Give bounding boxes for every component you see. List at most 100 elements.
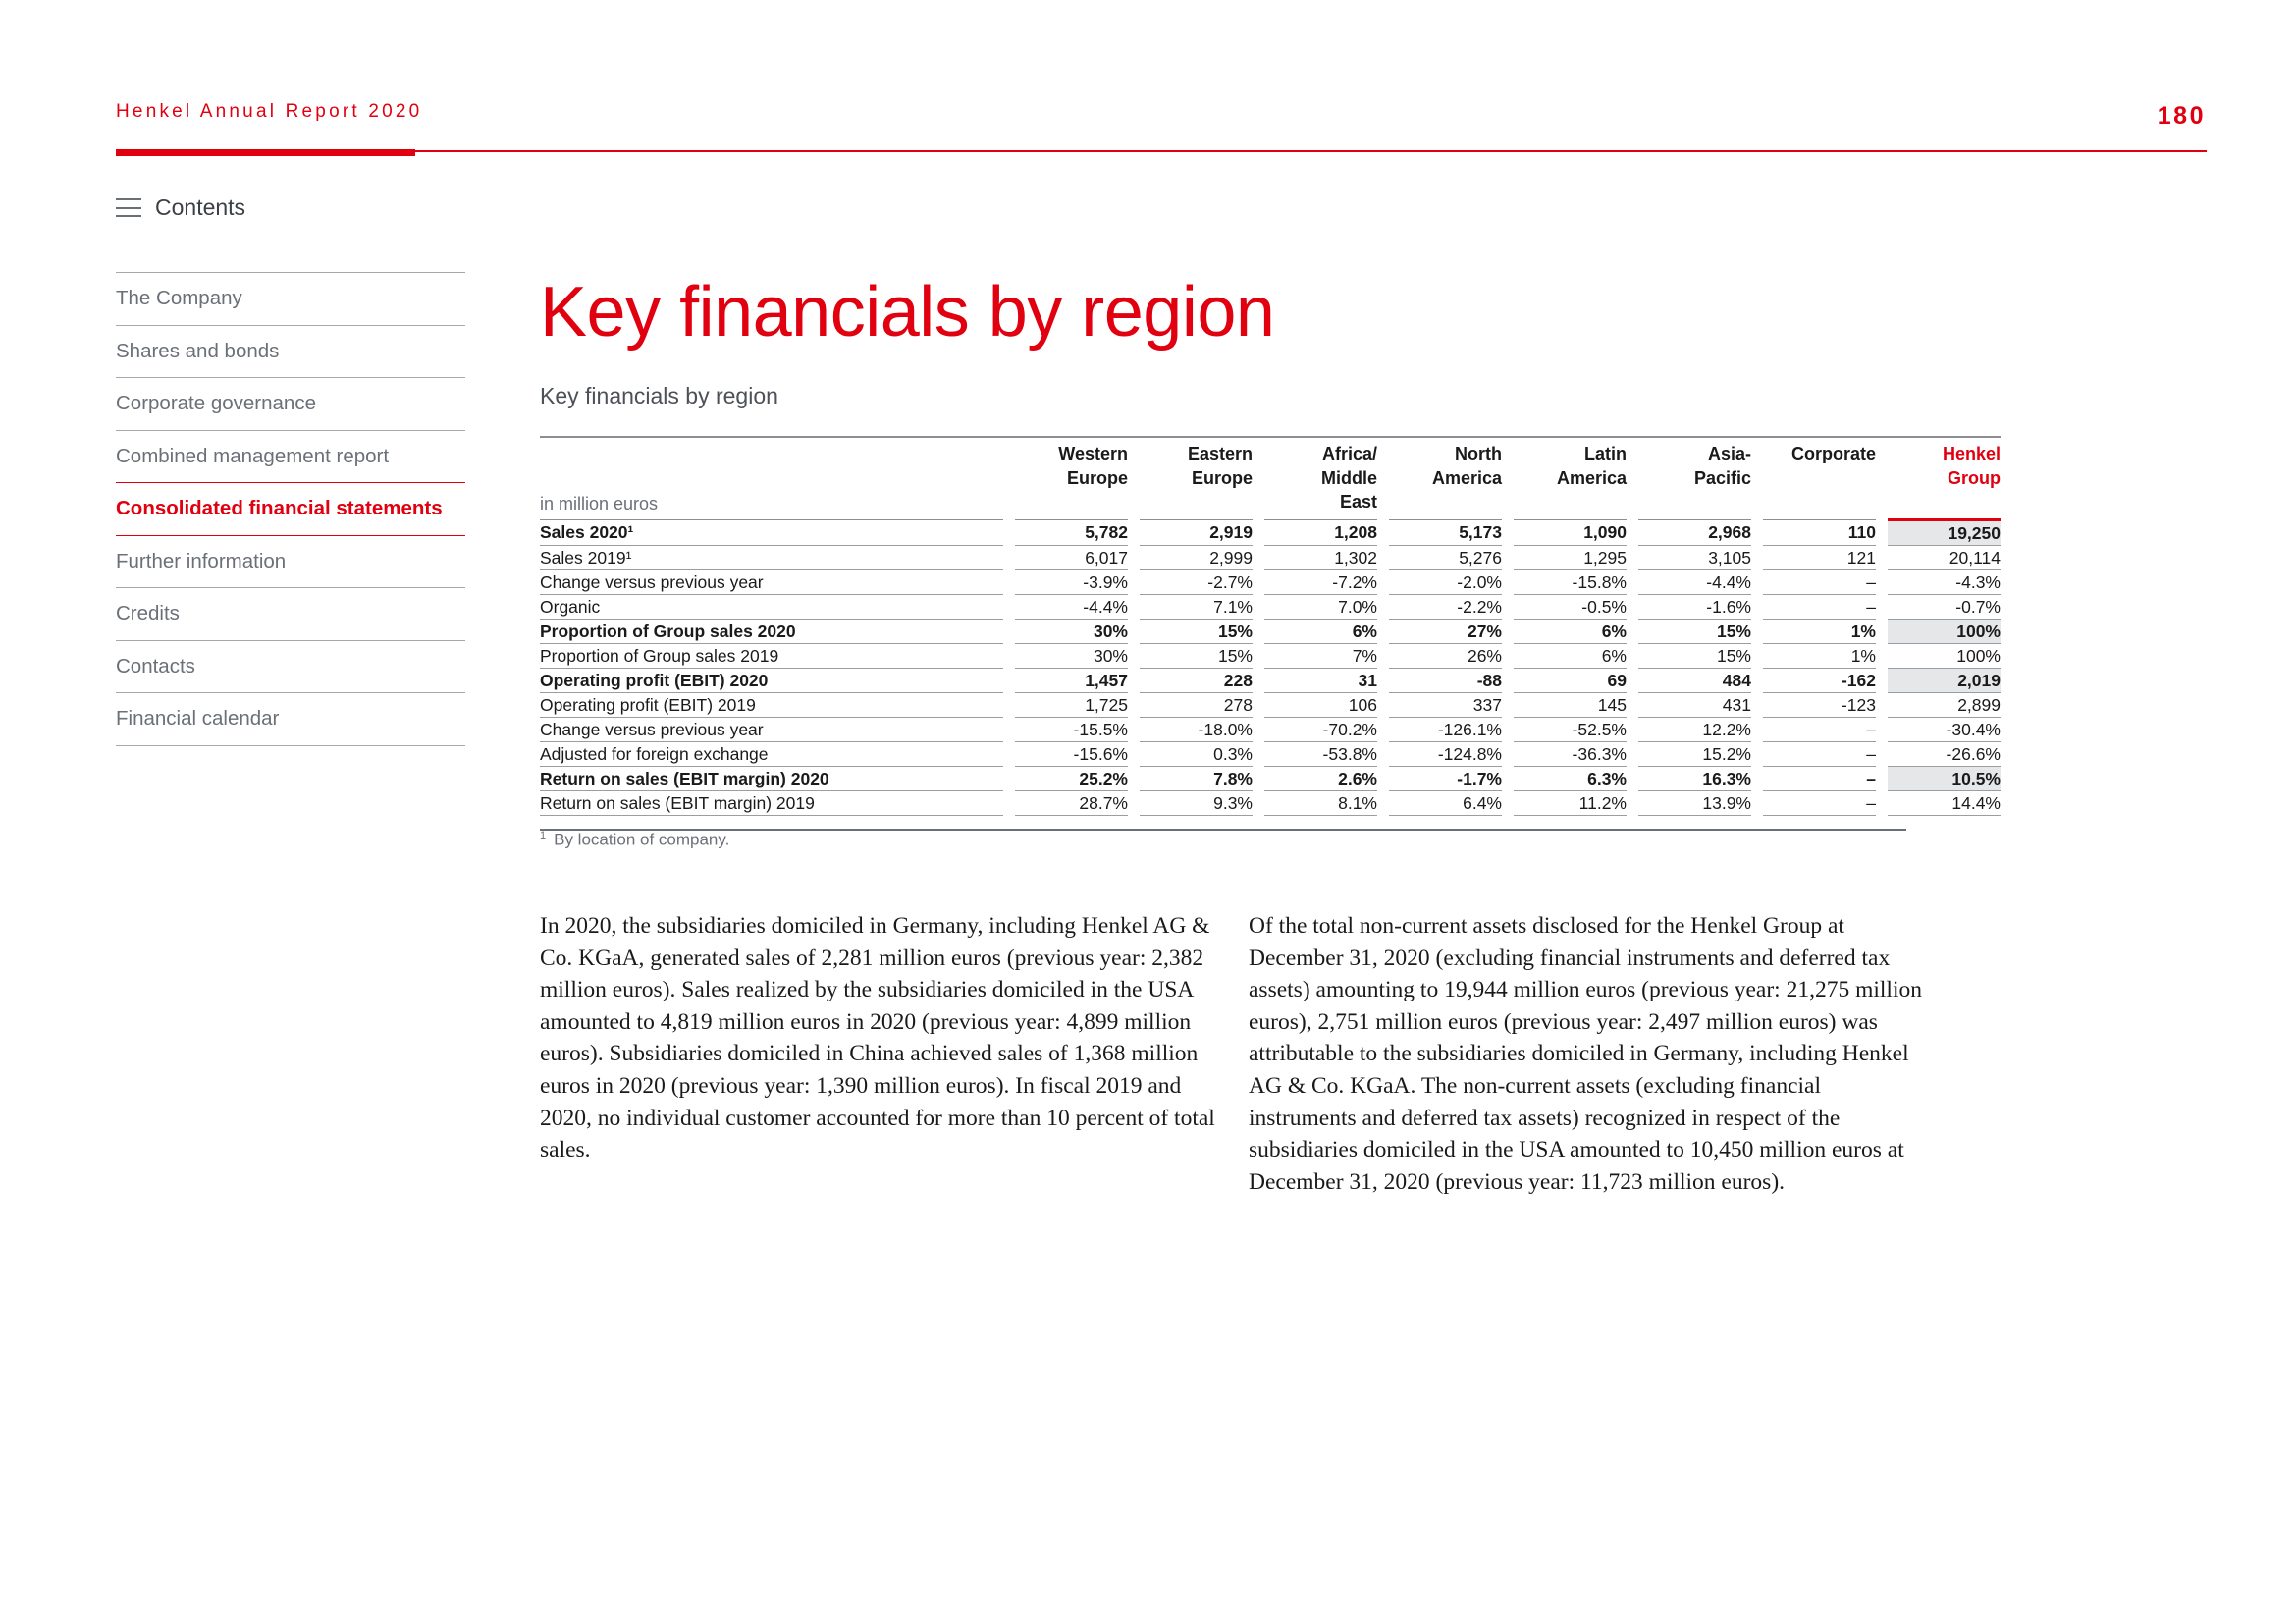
table-cell: 6% <box>1514 643 1627 669</box>
table-cell: -0.7% <box>1888 594 2001 620</box>
table-cell: -4.4% <box>1015 594 1128 620</box>
table-cell: 15% <box>1140 643 1253 669</box>
table-cell: -88 <box>1389 668 1502 693</box>
table-cell: 6.4% <box>1389 790 1502 816</box>
table-footnote: 1 By location of company. <box>540 830 730 849</box>
table-row: Return on sales (EBIT margin) 2020 25.2% 7… <box>540 766 2001 791</box>
report-title: Henkel Annual Report 2020 <box>116 101 423 122</box>
table-cell: – <box>1763 741 1876 767</box>
table-cell: 145 <box>1514 692 1627 718</box>
table-cell: 30% <box>1015 643 1128 669</box>
table-cell: 8.1% <box>1264 790 1377 816</box>
table-cell: 1,295 <box>1514 545 1627 570</box>
sidebar-item-shares-and-bonds[interactable]: Shares and bonds <box>116 326 465 378</box>
table-cell: 12.2% <box>1638 717 1751 742</box>
table-cell: -3.9% <box>1015 569 1128 595</box>
table-cell: 278 <box>1140 692 1253 718</box>
table-row: Sales 2020¹ 5,782 2,919 1,208 5,173 1,090 2,96… <box>540 519 2001 546</box>
table-cell: -7.2% <box>1264 569 1377 595</box>
table-cell: 20,114 <box>1888 545 2001 570</box>
header-rule-accent <box>116 149 415 156</box>
table-cell: 30% <box>1015 619 1128 644</box>
table-cell: 15% <box>1638 643 1751 669</box>
table-cell: 9.3% <box>1140 790 1253 816</box>
row-label: Operating profit (EBIT) 2019 <box>540 692 1003 718</box>
table-cell: 7.1% <box>1140 594 1253 620</box>
table-cell: 2,919 <box>1140 519 1253 546</box>
table-cell: -36.3% <box>1514 741 1627 767</box>
row-label: Sales 2019¹ <box>540 545 1003 570</box>
row-label: Return on sales (EBIT margin) 2019 <box>540 790 1003 816</box>
table-cell: -18.0% <box>1140 717 1253 742</box>
table-cell: 484 <box>1638 668 1751 693</box>
table-cell: 2,968 <box>1638 519 1751 546</box>
financials-table: in million euros Western Europe Eastern Eu… <box>540 436 2001 816</box>
table-cell: 31 <box>1264 668 1377 693</box>
table-cell: 14.4% <box>1888 790 2001 816</box>
table-row: Organic -4.4% 7.1% 7.0% -2.2% -0.5% -1.6% – -0.7… <box>540 594 2001 620</box>
table-row: Proportion of Group sales 2020 30% 15% 6% 27… <box>540 619 2001 644</box>
table-cell: 7% <box>1264 643 1377 669</box>
table-cell: 1,457 <box>1015 668 1128 693</box>
table-cell: 431 <box>1638 692 1751 718</box>
row-label: Sales 2020¹ <box>540 519 1003 546</box>
sidebar-item-further-information[interactable]: Further information <box>116 536 465 588</box>
sidebar-item-contacts[interactable]: Contacts <box>116 641 465 693</box>
table-cell: -15.5% <box>1015 717 1128 742</box>
table-cell: 1,302 <box>1264 545 1377 570</box>
header-rule <box>116 150 2207 152</box>
table-cell: -162 <box>1763 668 1876 693</box>
table-cell: 69 <box>1514 668 1627 693</box>
row-label: Adjusted for foreign exchange <box>540 741 1003 767</box>
table-cell: 11.2% <box>1514 790 1627 816</box>
table-cell: 5,782 <box>1015 519 1128 546</box>
row-label: Change versus previous year <box>540 569 1003 595</box>
table-cell: -126.1% <box>1389 717 1502 742</box>
table-row: Proportion of Group sales 2019 30% 15% 7% 26… <box>540 643 2001 669</box>
table-cell: 121 <box>1763 545 1876 570</box>
column-header: North America <box>1389 437 1502 520</box>
table-cell: 1% <box>1763 619 1876 644</box>
table-row: Sales 2019¹ 6,017 2,999 1,302 5,276 1,295 3,10… <box>540 545 2001 570</box>
table-cell: 100% <box>1888 643 2001 669</box>
table-cell: – <box>1763 594 1876 620</box>
table-cell: 13.9% <box>1638 790 1751 816</box>
page-title: Key financials by region <box>540 273 1275 352</box>
sidebar-item-corporate-governance[interactable]: Corporate governance <box>116 378 465 431</box>
sidebar-item-consolidated-financial-statements[interactable]: Consolidated financial statements <box>116 483 465 536</box>
table-cell: -4.3% <box>1888 569 2001 595</box>
sidebar-item-credits[interactable]: Credits <box>116 588 465 641</box>
column-header: Eastern Europe <box>1140 437 1253 520</box>
table-cell: – <box>1763 790 1876 816</box>
table-cell: 26% <box>1389 643 1502 669</box>
body-paragraph-right: Of the total non-current assets disclose… <box>1249 913 1922 1195</box>
sidebar-item-financial-calendar[interactable]: Financial calendar <box>116 693 465 746</box>
table-cell: 2,899 <box>1888 692 2001 718</box>
table-cell: 5,276 <box>1389 545 1502 570</box>
table-cell: -2.7% <box>1140 569 1253 595</box>
table-cell: 110 <box>1763 519 1876 546</box>
table-row: Change versus previous year -15.5% -18.0% -… <box>540 717 2001 742</box>
table-cell: 1,208 <box>1264 519 1377 546</box>
sidebar-item-the-company[interactable]: The Company <box>116 273 465 326</box>
table-cell: -70.2% <box>1264 717 1377 742</box>
table-cell: -1.6% <box>1638 594 1751 620</box>
column-header: Asia- Pacific <box>1638 437 1751 520</box>
table-cell: 1,090 <box>1514 519 1627 546</box>
contents-label: Contents <box>155 194 246 220</box>
table-cell: – <box>1763 766 1876 791</box>
table-cell: -123 <box>1763 692 1876 718</box>
column-header: Western Europe <box>1015 437 1128 520</box>
table-cell: -15.8% <box>1514 569 1627 595</box>
column-header: Africa/Middle East <box>1264 437 1377 520</box>
contents-button[interactable]: Contents <box>116 194 245 221</box>
table-cell: 6,017 <box>1015 545 1128 570</box>
column-header: Corporate <box>1763 437 1876 520</box>
table-cell: 27% <box>1389 619 1502 644</box>
row-label: Change versus previous year <box>540 717 1003 742</box>
table-cell: -52.5% <box>1514 717 1627 742</box>
row-label: Proportion of Group sales 2019 <box>540 643 1003 669</box>
table-cell: -4.4% <box>1638 569 1751 595</box>
sidebar-item-combined-management-report[interactable]: Combined management report <box>116 431 465 483</box>
table-cell: 1% <box>1763 643 1876 669</box>
